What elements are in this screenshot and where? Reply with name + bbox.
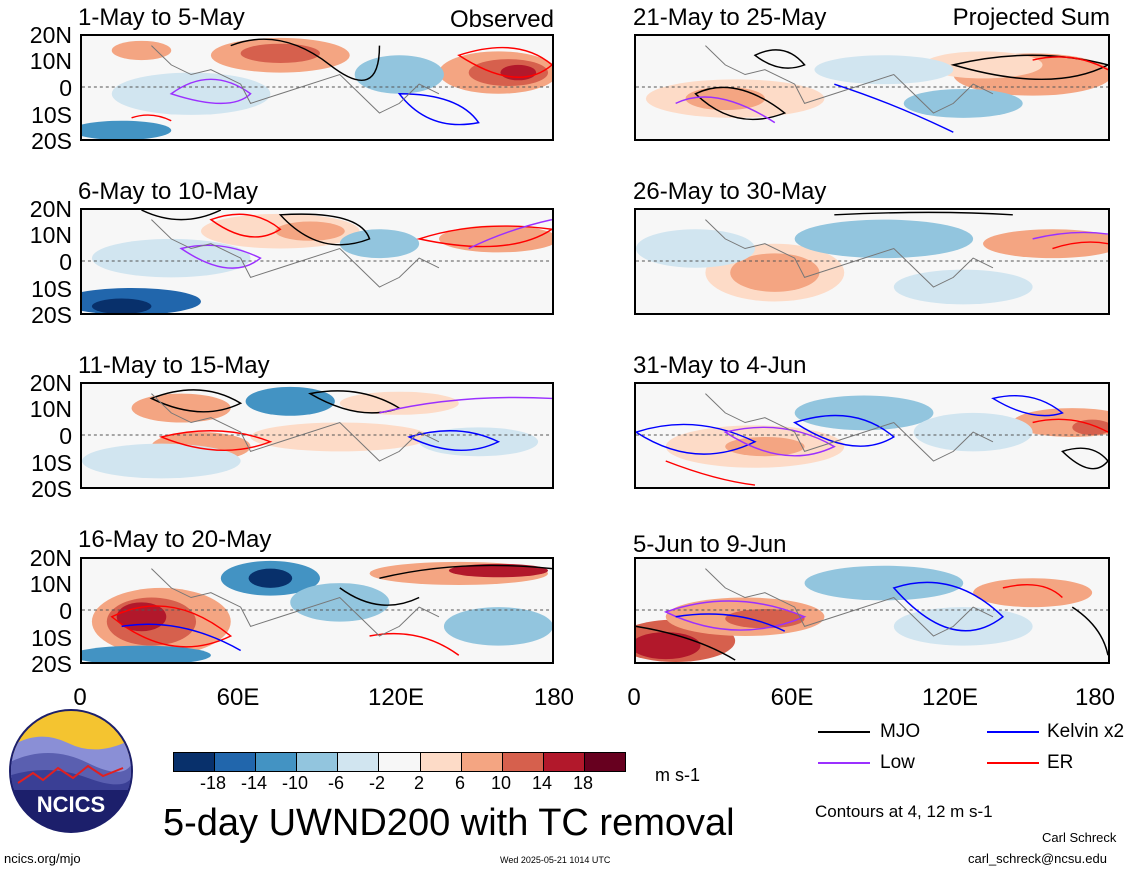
lat-label: 20S	[31, 302, 72, 328]
colorbar-swatch	[419, 753, 461, 771]
colorbar-swatch	[214, 753, 256, 771]
lat-label: 0	[59, 423, 72, 449]
lon-label: 180	[1074, 684, 1116, 711]
panel-title: 6-May to 10-May	[78, 178, 259, 205]
lon-label: 0	[627, 684, 641, 711]
logo-icon: NCICS	[9, 709, 133, 833]
legend-line-er	[987, 762, 1039, 764]
colorbar-label: -10	[281, 773, 308, 793]
legend-label-mjo: MJO	[880, 721, 921, 742]
lat-label: 20S	[31, 651, 72, 677]
colorbar-swatch	[296, 753, 338, 771]
lon-label: 60E	[770, 684, 814, 711]
colorbar-label: 14	[531, 773, 553, 793]
lat-label: 20N	[29, 545, 72, 571]
legend-line-kelvin	[987, 731, 1039, 733]
logo-text: NCICS	[37, 792, 105, 817]
map-panel	[634, 557, 1110, 664]
colorbar-swatch	[460, 753, 502, 771]
colorbar-label: -14	[240, 773, 267, 793]
author-name: Carl Schreck	[1042, 830, 1117, 845]
figure-title: 5-day UWND200 with TC removal	[163, 802, 735, 844]
panel-title: 1-May to 5-May	[78, 4, 245, 31]
panel-tag: Projected Sum	[952, 4, 1110, 31]
ncics-logo: NCICS	[8, 708, 134, 834]
colorbar-swatch	[174, 753, 215, 771]
colorbar-swatch	[501, 753, 543, 771]
legend-label-low: Low	[880, 752, 915, 773]
colorbar-swatch	[542, 753, 584, 771]
legend-label-kelvin: Kelvin x2	[1047, 721, 1125, 742]
colorbar	[173, 752, 626, 772]
timestamp: Wed 2025-05-21 1014 UTC	[500, 855, 611, 865]
lat-label: 10N	[29, 571, 72, 597]
panel-tag: Observed	[449, 6, 554, 33]
lat-label: 0	[59, 598, 72, 624]
panel-title: 5-Jun to 9-Jun	[633, 531, 787, 558]
lat-label: 0	[59, 75, 72, 101]
map-panel	[634, 34, 1110, 141]
colorbar-swatch	[378, 753, 420, 771]
lat-label: 10S	[31, 102, 72, 128]
lat-label: 20S	[31, 128, 72, 154]
map-panel	[80, 382, 554, 489]
lat-label: 10S	[31, 625, 72, 651]
lat-label: 20S	[31, 476, 72, 502]
map-panel	[634, 382, 1110, 489]
lat-label: 20N	[29, 370, 72, 396]
lat-label: 10N	[29, 222, 72, 248]
lat-label: 10N	[29, 48, 72, 74]
lat-label: 10S	[31, 276, 72, 302]
legend-line-low	[818, 762, 870, 764]
lat-label: 20N	[29, 196, 72, 222]
map-panel	[80, 557, 554, 664]
legend-label-er: ER	[1047, 752, 1074, 773]
legend-line-mjo	[818, 731, 870, 733]
source-url[interactable]: ncics.org/mjo	[4, 851, 81, 866]
panel-title: 26-May to 30-May	[633, 178, 827, 205]
lat-label: 10S	[31, 450, 72, 476]
colorbar-label: 2	[413, 773, 424, 793]
lon-label: 180	[533, 684, 575, 711]
colorbar-label: -2	[368, 773, 385, 793]
panel-title: 11-May to 15-May	[78, 352, 270, 379]
panel-title: 21-May to 25-May	[633, 4, 827, 31]
lon-label: 120E	[367, 684, 425, 711]
colorbar-label: 6	[454, 773, 465, 793]
lat-label: 0	[59, 249, 72, 275]
colorbar-swatch	[583, 753, 626, 771]
lon-label: 60E	[216, 684, 260, 711]
colorbar-label: 10	[490, 773, 512, 793]
panel-title: 31-May to 4-Jun	[633, 352, 807, 379]
colorbar-swatch	[255, 753, 297, 771]
colorbar-swatch	[337, 753, 379, 771]
colorbar-units: m s-1	[655, 765, 700, 785]
map-panel	[80, 208, 554, 315]
map-panel	[634, 208, 1110, 315]
contours-note: Contours at 4, 12 m s-1	[815, 802, 993, 821]
colorbar-label: -18	[199, 773, 226, 793]
lon-label: 0	[73, 684, 87, 711]
panel-title: 16-May to 20-May	[78, 526, 272, 553]
lon-label: 120E	[921, 684, 979, 711]
colorbar-label: -6	[327, 773, 344, 793]
lat-label: 10N	[29, 396, 72, 422]
author-email[interactable]: carl_schreck@ncsu.edu	[968, 851, 1107, 866]
lat-label: 20N	[29, 22, 72, 48]
colorbar-label: 18	[572, 773, 594, 793]
map-panel	[80, 34, 554, 141]
